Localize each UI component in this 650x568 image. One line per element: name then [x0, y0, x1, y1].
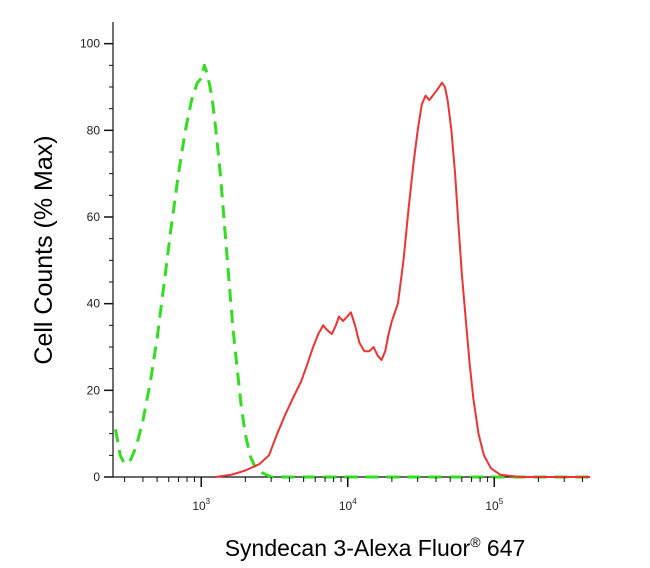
- x-tick-label: 105: [485, 497, 503, 513]
- x-axis-title: Syndecan 3-Alexa Fluor® 647: [225, 534, 526, 561]
- y-tick-label: 60: [87, 210, 101, 224]
- series-line-2: [215, 81, 590, 478]
- axes: [112, 22, 590, 478]
- series-layer: [114, 63, 590, 479]
- y-tick-label: 80: [87, 123, 101, 137]
- x-tick-label: 103: [192, 497, 210, 513]
- y-tick-label: 20: [87, 383, 101, 397]
- y-tick-label: 40: [87, 297, 101, 311]
- y-axis-title: Cell Counts (% Max): [30, 135, 58, 364]
- y-tick-label: 0: [93, 470, 100, 484]
- ticks: 0 20 40 60 80 100 103 104 105: [80, 37, 584, 513]
- x-axis-title-suffix: 647: [481, 535, 526, 561]
- x-axis-title-text: Syndecan 3-Alexa Fluor: [225, 535, 471, 561]
- x-tick-label: 104: [339, 497, 357, 513]
- registered-mark: ®: [470, 534, 481, 550]
- series-line-1: [114, 63, 590, 479]
- y-tick-label: 100: [80, 37, 100, 51]
